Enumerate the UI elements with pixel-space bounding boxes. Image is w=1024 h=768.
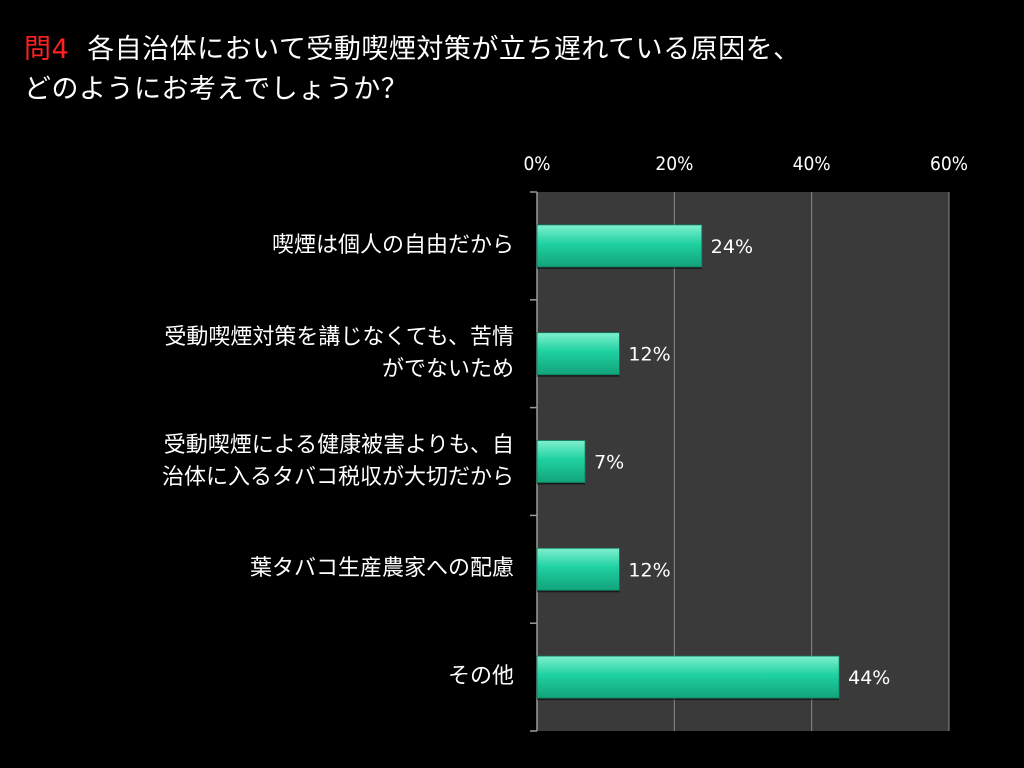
title-text-1: 各自治体において受動喫煙対策が立ち遅れている原因を、: [87, 34, 801, 65]
category-label-line: 治体に入るタバコ税収が大切だから: [161, 464, 514, 490]
question-number: 問4: [24, 34, 70, 65]
category-label: 受動喫煙対策を講じなくても、苦情がでないため: [54, 322, 514, 386]
data-label: 12%: [628, 559, 670, 581]
x-tick-label: 20%: [655, 153, 693, 175]
x-tick-label: 0%: [523, 153, 550, 175]
category-label: 葉タバコ生産農家への配慮: [54, 553, 514, 585]
category-label-line: 受動喫煙による健康被害よりも、自: [163, 432, 514, 458]
title-line-1: 問4 各自治体において受動喫煙対策が立ち遅れている原因を、: [24, 30, 1004, 70]
data-label: 12%: [628, 344, 670, 366]
bar: [536, 332, 620, 376]
data-label: 24%: [711, 236, 753, 258]
bar: [536, 547, 620, 591]
category-label-line: 喫煙は個人の自由だから: [271, 232, 514, 258]
category-label-line: 受動喫煙対策を講じなくても、苦情: [164, 324, 514, 350]
x-tick-label: 40%: [793, 153, 831, 175]
category-label: 喫煙は個人の自由だから: [54, 230, 514, 262]
category-label-line: がでないため: [381, 356, 514, 382]
x-tick-label: 60%: [930, 153, 968, 175]
plot-area: [537, 192, 949, 731]
data-label: 7%: [594, 452, 624, 474]
bar: [536, 224, 703, 268]
question-title: 問4 各自治体において受動喫煙対策が立ち遅れている原因を、 どのようにお考えでしょ…: [24, 30, 1004, 110]
category-label-line: 葉タバコ生産農家への配慮: [249, 556, 514, 582]
category-label-line: その他: [447, 664, 514, 690]
bar: [536, 440, 586, 483]
category-label: 受動喫煙による健康被害よりも、自 治体に入るタバコ税収が大切だから: [54, 430, 514, 494]
title-line-2: どのようにお考えでしょうか？: [24, 74, 409, 105]
data-label: 44%: [848, 667, 890, 689]
bar: [536, 655, 840, 699]
category-label: その他: [54, 661, 514, 693]
